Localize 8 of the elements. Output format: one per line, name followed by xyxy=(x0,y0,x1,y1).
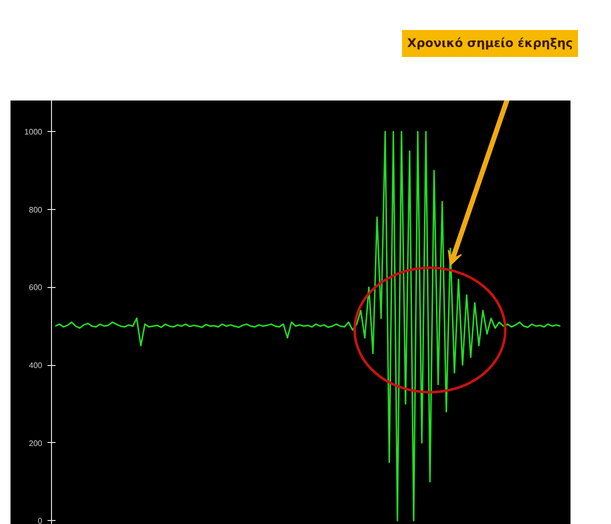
y-tick-label: 800 xyxy=(28,205,43,214)
y-tick-label: 0 xyxy=(38,516,43,524)
text: Χρονικό σημείο έκρηξης xyxy=(402,30,578,57)
y-tick-label: 400 xyxy=(28,361,43,370)
y-tick-label: 600 xyxy=(28,283,43,292)
y-tick-label: 1000 xyxy=(24,128,43,137)
line-series xyxy=(54,130,562,522)
y-tick-label: 200 xyxy=(28,438,43,448)
